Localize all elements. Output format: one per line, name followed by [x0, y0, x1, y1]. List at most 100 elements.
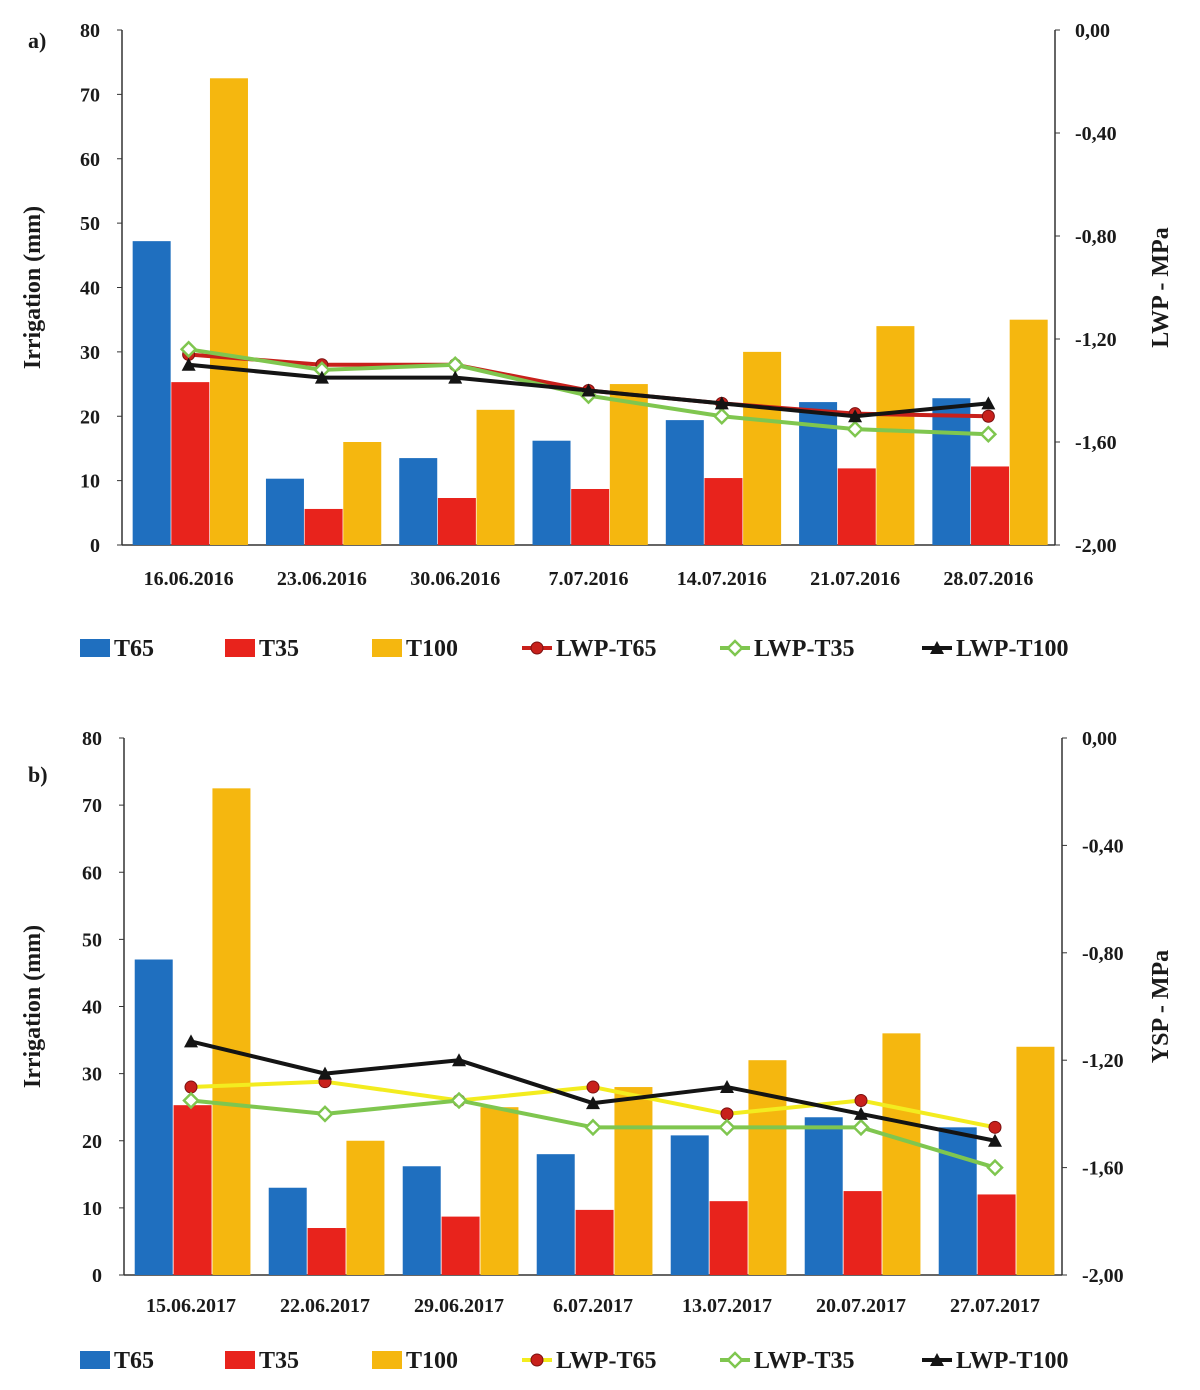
point-lwp-t35	[584, 1118, 602, 1137]
legend-label-t100: T100	[406, 1348, 458, 1374]
point-lwp-t100	[720, 1080, 734, 1094]
point-lwp-t100	[714, 396, 729, 410]
point-lwp-t35	[852, 1118, 870, 1137]
category-label: 27.07.2017	[950, 1295, 1040, 1317]
bar-t65	[132, 241, 171, 545]
legend-label-lwp-t65: LWP-T65	[556, 636, 656, 662]
left-tick-label: 50	[80, 213, 100, 235]
right-tick-label: 0,00	[1082, 728, 1117, 750]
legend-label-t65: T65	[114, 1348, 154, 1374]
bar-t35	[709, 1201, 748, 1275]
right-tick-label: 0,00	[1075, 20, 1110, 42]
bar-t35	[173, 1105, 212, 1275]
right-tick-label: -0,80	[1082, 943, 1124, 965]
point-lwp-t35	[718, 1118, 736, 1137]
point-lwp-t65	[854, 1093, 868, 1107]
right-tick-label: -0,80	[1075, 226, 1117, 248]
bar-t65	[265, 478, 304, 545]
left-tick-label: 40	[80, 278, 100, 300]
point-lwp-t100	[848, 409, 863, 423]
left-tick-label: 50	[82, 929, 102, 951]
point-lwp-t100	[581, 383, 596, 397]
bar-t65	[268, 1187, 307, 1275]
right-tick-label: -0,40	[1075, 123, 1117, 145]
category-label: 29.06.2017	[414, 1295, 504, 1317]
legend-marker-lwp-t35	[726, 639, 744, 657]
bar-t100	[609, 384, 648, 545]
category-label: 6.07.2017	[553, 1295, 633, 1317]
bar-t65	[402, 1166, 441, 1275]
category-label: 22.06.2017	[280, 1295, 370, 1317]
point-lwp-t35	[446, 355, 464, 374]
legend-label-t35: T35	[259, 1348, 299, 1374]
bar-t65	[670, 1135, 709, 1275]
category-label: 16.06.2016	[144, 568, 234, 590]
legend-marker-lwp-t65	[530, 641, 544, 655]
bar-t100	[1016, 1046, 1055, 1275]
bar-t100	[212, 788, 251, 1275]
left-tick-label: 80	[80, 20, 100, 42]
right-tick-label: -1,60	[1082, 1158, 1124, 1180]
legend-swatch-t35	[225, 1351, 255, 1369]
legend: T65 T35 T100 LWP-T65 LWP-T35 LWP-T100	[80, 636, 1068, 662]
right-tick-label: -1,20	[1075, 329, 1117, 351]
bar-t100	[343, 442, 382, 545]
bar-t35	[704, 478, 743, 545]
chart-panel-a: a) 0 10 20 30 40 50 60 70 80 0,00 -0,40 -0,80 -1,20 -1…	[20, 20, 1174, 662]
right-tick-label: -2,00	[1075, 535, 1117, 557]
right-axis-title: YSP - MPa	[1148, 950, 1174, 1063]
bar-t65	[536, 1154, 575, 1275]
legend: T65 T35 T100 LWP-T65 LWP-T35 LWP-T100	[80, 1348, 1068, 1374]
legend-swatch-t100	[372, 1351, 402, 1369]
legend-swatch-t35	[225, 639, 255, 657]
bar-t35	[304, 508, 343, 545]
panel-label: b)	[28, 762, 48, 787]
legend-label-lwp-t35: LWP-T35	[754, 636, 854, 662]
legend-swatch-t100	[372, 639, 402, 657]
category-label: 14.07.2016	[677, 568, 767, 590]
bar-t35	[571, 488, 610, 545]
point-lwp-t65	[720, 1107, 734, 1121]
chart-panel-b: b) 0 10 20 30 40 50 60 70 80 0,00 -0,40 -0,80 -1,20 -1…	[20, 728, 1174, 1374]
legend-label-t65: T65	[114, 636, 154, 662]
bar-t35	[437, 498, 476, 545]
panel-label: a)	[28, 28, 46, 53]
point-lwp-t100	[854, 1106, 868, 1120]
category-label: 23.06.2016	[277, 568, 367, 590]
left-tick-label: 70	[82, 795, 102, 817]
right-axis-title: LWP - MPa	[1148, 227, 1174, 347]
point-lwp-t35	[713, 407, 731, 426]
legend-marker-lwp-t65	[530, 1353, 544, 1367]
point-lwp-t35	[316, 1105, 334, 1123]
point-lwp-t100	[586, 1096, 600, 1110]
point-lwp-t65	[981, 409, 995, 423]
legend-swatch-t65	[80, 1351, 110, 1369]
left-tick-label: 0	[92, 1265, 102, 1287]
bar-t35	[977, 1194, 1016, 1275]
bar-t65	[932, 398, 971, 545]
point-lwp-t35	[450, 1091, 468, 1110]
left-tick-label: 60	[80, 149, 100, 171]
legend-label-t35: T35	[259, 636, 299, 662]
category-label: 13.07.2017	[682, 1295, 772, 1317]
point-lwp-t35	[986, 1158, 1004, 1177]
point-lwp-t100	[988, 1133, 1002, 1147]
legend-marker-lwp-t100	[930, 1353, 944, 1366]
bar-t100	[476, 409, 515, 545]
point-lwp-t100	[314, 370, 329, 384]
left-axis-title: Irrigation (mm)	[20, 925, 46, 1088]
bar-t100	[209, 78, 248, 545]
legend-label-lwp-t100: LWP-T100	[956, 1348, 1068, 1374]
bar-t65	[804, 1117, 843, 1275]
left-tick-label: 0	[90, 535, 100, 557]
point-lwp-t35	[182, 1091, 200, 1110]
bar-t35	[971, 466, 1010, 545]
bar-t100	[346, 1140, 385, 1275]
bar-t35	[171, 382, 210, 545]
left-tick-label: 30	[82, 1064, 102, 1086]
left-tick-label: 80	[82, 728, 102, 750]
left-tick-label: 10	[82, 1198, 102, 1220]
left-tick-label: 10	[80, 471, 100, 493]
category-label: 30.06.2016	[410, 568, 500, 590]
bar-t35	[441, 1216, 480, 1275]
